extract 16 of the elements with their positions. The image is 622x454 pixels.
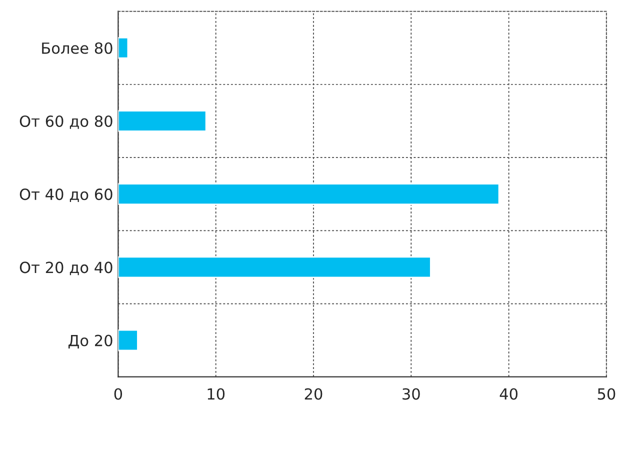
x-tick-label: 20 xyxy=(304,388,322,400)
y-tick-label: От 20 до 40 xyxy=(20,262,112,276)
y-tick-label: От 60 до 80 xyxy=(20,115,112,129)
bar xyxy=(118,183,500,206)
bar xyxy=(118,329,138,352)
bar xyxy=(118,110,207,132)
y-tick-label: От 40 до 60 xyxy=(20,188,112,202)
y-tick-label: Более 80 xyxy=(42,42,112,54)
x-tick-label: 40 xyxy=(500,388,518,400)
y-tick-label: До 20 xyxy=(68,334,112,348)
bar xyxy=(118,256,432,278)
x-tick-label: 50 xyxy=(598,388,616,400)
x-tick-label: 30 xyxy=(402,388,420,400)
x-tick-label: 0 xyxy=(114,388,122,400)
x-tick-label: 10 xyxy=(208,388,225,400)
bar xyxy=(118,36,129,59)
